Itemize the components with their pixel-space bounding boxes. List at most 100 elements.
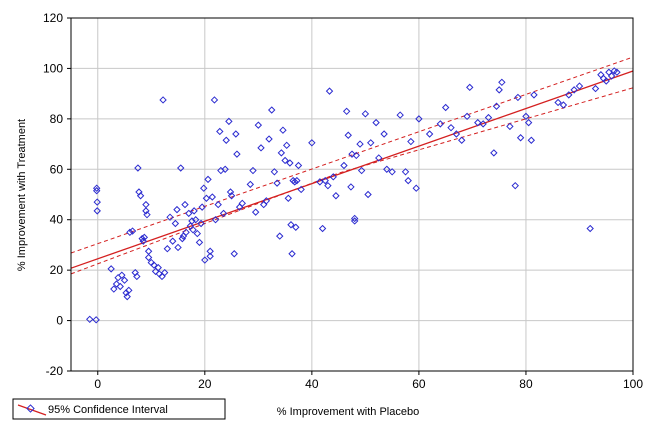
data-point — [190, 207, 198, 215]
x-tick-label: 60 — [412, 377, 426, 391]
data-point — [586, 224, 594, 233]
data-point — [238, 199, 246, 208]
data-point — [287, 221, 295, 229]
data-point — [527, 136, 536, 144]
data-point — [142, 207, 150, 215]
data-point — [293, 176, 301, 185]
fit-line — [70, 70, 634, 269]
data-point — [292, 223, 300, 231]
data-point — [189, 226, 197, 234]
data-point — [321, 176, 329, 185]
data-point — [143, 210, 151, 219]
data-point — [607, 72, 616, 80]
data-point — [530, 91, 538, 99]
data-point — [232, 130, 240, 138]
data-point — [251, 208, 260, 216]
data-point — [134, 164, 142, 172]
y-tick-label: 60 — [50, 162, 64, 176]
data-point — [522, 112, 530, 121]
data-point — [350, 214, 359, 223]
data-point — [282, 141, 291, 150]
plot-frame — [70, 17, 634, 372]
data-point — [602, 77, 610, 85]
data-point — [284, 194, 293, 202]
data-point — [294, 161, 303, 170]
x-tick-label: 40 — [305, 377, 319, 391]
data-point — [142, 200, 150, 209]
data-point — [514, 93, 522, 102]
data-point — [125, 286, 133, 295]
data-point — [92, 184, 101, 192]
regression-line — [70, 70, 634, 269]
x-tick-label: 80 — [519, 377, 533, 391]
data-point — [182, 228, 190, 237]
data-point — [163, 245, 172, 253]
data-point — [206, 252, 214, 260]
data-point — [332, 192, 340, 200]
legend-box — [12, 398, 226, 420]
y-tick-label: 80 — [50, 112, 64, 126]
data-point — [265, 135, 273, 143]
data-point — [107, 265, 115, 273]
data-point — [86, 315, 94, 324]
data-point — [495, 86, 503, 94]
data-point — [570, 86, 578, 94]
x-axis-title: % Improvement with Placebo — [277, 406, 419, 418]
y-tick-label: 120 — [43, 11, 63, 25]
data-point — [324, 181, 332, 190]
legend-label: 95% Confidence Interval — [48, 404, 168, 416]
data-point — [364, 190, 372, 199]
data-point — [441, 103, 450, 112]
data-point — [425, 130, 434, 138]
data-point — [498, 78, 506, 87]
data-point — [344, 131, 352, 139]
ci-lower-line — [70, 87, 634, 275]
data-point — [466, 83, 474, 92]
data-point — [227, 192, 236, 200]
data-point — [350, 217, 359, 225]
data-point — [458, 136, 466, 144]
data-point — [160, 268, 169, 277]
data-point — [110, 285, 118, 293]
data-point — [415, 115, 423, 123]
data-point — [361, 110, 370, 118]
confidence-interval-band — [70, 56, 634, 275]
data-point — [206, 247, 214, 255]
data-point — [380, 130, 388, 138]
x-axis-ticks: 0 20 40 60 80 100 — [94, 371, 643, 391]
data-point — [479, 120, 487, 128]
data-point — [318, 224, 327, 233]
x-tick-label: 20 — [198, 377, 212, 391]
data-point — [262, 197, 271, 205]
data-point — [192, 216, 200, 224]
data-point — [347, 183, 355, 191]
legend-marker-swatch — [26, 404, 35, 413]
data-point — [140, 233, 149, 242]
data-point — [200, 184, 208, 192]
data-point — [281, 156, 289, 165]
data-point — [297, 185, 305, 194]
data-point — [201, 256, 209, 264]
data-point — [291, 178, 299, 186]
data-point — [116, 282, 124, 291]
data-point — [342, 107, 351, 116]
data-point — [139, 237, 147, 245]
data-point — [452, 130, 461, 138]
data-point — [208, 193, 217, 201]
data-point — [257, 144, 265, 152]
data-point — [128, 227, 137, 235]
data-point — [447, 123, 455, 132]
data-point — [524, 118, 533, 127]
data-point — [118, 271, 126, 279]
data-point — [159, 96, 167, 104]
y-tick-label: 0 — [56, 314, 63, 328]
data-point — [195, 238, 204, 247]
data-point — [150, 261, 158, 269]
data-point — [219, 209, 228, 218]
data-point — [202, 194, 211, 202]
data-point — [185, 209, 193, 218]
data-point — [565, 91, 573, 99]
data-point — [279, 126, 287, 134]
